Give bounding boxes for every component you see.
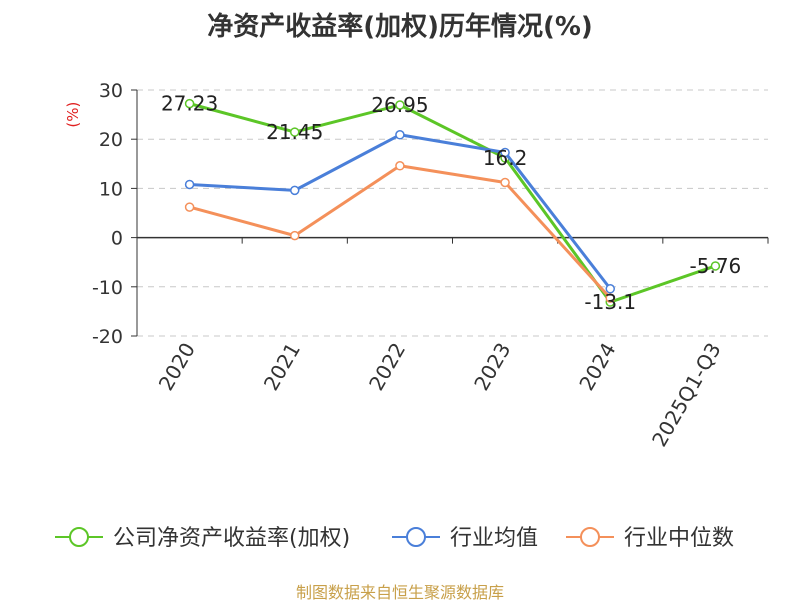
- legend-marker: [406, 527, 426, 547]
- source-note: 制图数据来自恒生聚源数据库: [295, 583, 504, 602]
- data-point: [290, 230, 300, 241]
- data-label: -13.1: [584, 290, 636, 314]
- y-tick-label: 0: [111, 228, 123, 250]
- series-line: [189, 133, 612, 290]
- series-lines: [184, 98, 721, 307]
- x-tick-label: 2022: [364, 339, 410, 395]
- series-line: [189, 102, 716, 304]
- data-label: 26.95: [371, 93, 428, 117]
- data-point: [605, 293, 615, 303]
- data-label: 27.23: [161, 92, 218, 116]
- y-tick-label: 10: [99, 178, 123, 200]
- legend-marker: [580, 527, 600, 547]
- x-tick-label: 2024: [574, 339, 620, 395]
- legend-marker: [69, 527, 89, 547]
- legend: 公司净资产收益率(加权) 行业均值 行业中位数: [55, 526, 734, 551]
- data-label: 16.2: [483, 146, 528, 170]
- y-tick-label: -10: [92, 277, 123, 299]
- legend-label: 公司净资产收益率(加权): [113, 526, 350, 551]
- data-label: -5.76: [690, 254, 742, 278]
- x-tick-label: 2023: [469, 339, 515, 395]
- data-point: [184, 179, 195, 190]
- data-point: [290, 185, 300, 196]
- y-tick-label: 20: [99, 129, 123, 151]
- x-tick-label: 2025Q1-Q3: [647, 339, 726, 451]
- data-point: [395, 130, 405, 140]
- data-point: [184, 202, 195, 212]
- chart-title: 净资产收益率(加权)历年情况(%): [207, 12, 593, 42]
- data-labels: 27.23 21.45 26.95 16.2 -13.1 -5.76: [161, 92, 741, 314]
- y-tick-label: -20: [92, 326, 123, 348]
- data-point: [500, 177, 510, 188]
- data-label: 21.45: [266, 120, 323, 144]
- y-axis-title: (%): [64, 102, 82, 128]
- data-point: [710, 261, 721, 271]
- data-point: [605, 284, 615, 294]
- series-line: [189, 164, 612, 300]
- y-tick-label: 30: [99, 80, 123, 102]
- data-point: [395, 161, 405, 171]
- data-point: [184, 98, 195, 109]
- x-tick-label: 2020: [154, 339, 200, 395]
- legend-label: 行业均值: [450, 526, 538, 551]
- data-point: [395, 100, 405, 110]
- x-tick-label: 2021: [259, 339, 305, 395]
- axes: 30 20 10 0 -10 -20 (%) 2020 2021 2022 2023 2024 2025…: [64, 80, 769, 451]
- legend-label: 行业中位数: [624, 526, 734, 551]
- gridlines: [137, 89, 768, 337]
- data-point: [500, 147, 510, 158]
- data-point: [290, 127, 300, 137]
